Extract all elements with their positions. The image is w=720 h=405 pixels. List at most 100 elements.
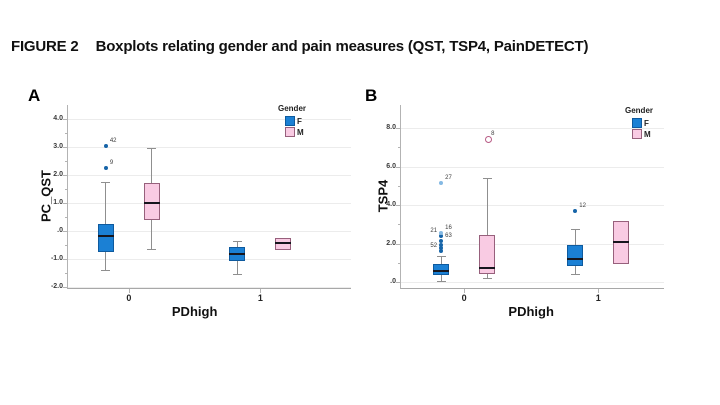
outlier-label: 8 [491, 130, 495, 137]
extreme-outlier-marker [439, 181, 444, 186]
legend-entry-male: M [285, 127, 306, 137]
lower-whisker-cap [147, 248, 157, 250]
y-tick-label: 2.0 [386, 239, 396, 247]
x-category-label: 1 [595, 293, 601, 303]
y-tick-mark [396, 282, 401, 284]
y-minor-tick-mark [65, 132, 68, 134]
upper-whisker [440, 256, 442, 264]
y-minor-tick-mark [65, 244, 68, 246]
boxplot-box-f-0 [97, 223, 114, 252]
panel-b-letter: B [365, 86, 378, 105]
outlier-label: 16 [445, 225, 452, 232]
gridline [68, 258, 351, 260]
median-line [143, 201, 160, 204]
y-tick-mark [63, 258, 68, 260]
legend-entry-female: F [632, 118, 653, 128]
upper-whisker-cap [570, 229, 580, 231]
lower-whisker-cap [570, 273, 580, 275]
panel-a: A PC_QST PDhigh 4.0 3.0 2.0 1.0.0 -1.0 -2.0 0 1… [28, 86, 363, 336]
lower-whisker [440, 275, 442, 282]
gridline [401, 166, 664, 168]
y-tick-label: 4.0 [386, 201, 396, 209]
panel-a-plot-area: PDhigh 4.0 3.0 2.0 1.0 .0 -1.0 -2.0 0 1 9 42 [51, 105, 351, 319]
upper-whisker [486, 178, 488, 235]
y-tick-label: 3.0 [53, 142, 63, 150]
panel-b-plot-area: PDhigh 8.0 6.0 4.0 2.0 .0 0 1 52 63 21 16 27 8 12 [386, 105, 664, 319]
y-minor-tick-mark [398, 185, 401, 187]
female-color-swatch [285, 116, 295, 126]
legend-entry-male: M [632, 129, 653, 139]
median-line [275, 242, 292, 245]
figure-number: FIGURE 2 [11, 38, 79, 55]
female-color-swatch [632, 118, 642, 128]
lower-whisker [574, 265, 576, 274]
lower-whisker-cap [482, 278, 492, 280]
x-category-label: 0 [126, 293, 132, 303]
legend-label-female: F [644, 118, 649, 128]
y-minor-tick-mark [65, 160, 68, 162]
gridline [68, 230, 351, 232]
y-tick-label: 4.0 [53, 114, 63, 122]
panel-a-legend: Gender F M [278, 104, 306, 138]
gridline [401, 243, 664, 245]
upper-whisker [236, 240, 238, 248]
outlier-label: 21 [430, 227, 438, 234]
outlier-label: 63 [445, 232, 452, 239]
legend-title: Gender [625, 106, 654, 115]
legend-label-female: F [297, 116, 302, 126]
male-color-swatch [632, 129, 642, 139]
gridline [68, 118, 351, 120]
outlier-dot [103, 143, 108, 148]
outlier-label: 42 [109, 137, 117, 144]
upper-whisker-cap [101, 181, 111, 183]
gridline [68, 202, 351, 204]
legend-label-male: M [644, 129, 651, 139]
open-circle-outlier [484, 136, 492, 144]
gridline [68, 146, 351, 148]
gridline [401, 128, 664, 130]
panel-a-x-axis-label: PDhigh [171, 304, 218, 319]
y-minor-tick-mark [65, 188, 68, 190]
lower-whisker-cap [101, 269, 111, 271]
extreme-outlier-marker [439, 231, 444, 236]
median-line [567, 258, 584, 261]
gridline [401, 205, 664, 207]
y-tick-mark [63, 146, 68, 148]
y-minor-tick-mark [398, 262, 401, 264]
y-tick-label: -1.0 [50, 254, 63, 262]
outlier-label: 52 [430, 243, 438, 250]
x-tick-mark [464, 289, 466, 293]
x-tick-mark [260, 289, 262, 293]
y-minor-tick-mark [398, 224, 401, 226]
lower-whisker [151, 219, 153, 249]
median-line [229, 253, 246, 256]
lower-whisker [105, 251, 107, 270]
outlier-dot [439, 238, 444, 243]
y-tick-mark [396, 205, 401, 207]
outlier-label: 12 [579, 202, 586, 209]
legend-title: Gender [278, 104, 307, 113]
y-tick-label: 8.0 [386, 124, 396, 132]
y-tick-mark [396, 128, 401, 130]
x-category-label: 1 [257, 293, 263, 303]
y-tick-mark [63, 202, 68, 204]
x-tick-mark [598, 289, 600, 293]
gridline [68, 174, 351, 176]
outlier-dot [439, 245, 444, 250]
median-line [97, 235, 114, 238]
upper-whisker-cap [482, 178, 492, 180]
outlier-dot [439, 233, 444, 238]
figure-title: FIGURE 2 Boxplots relating gender and pai… [11, 38, 589, 55]
upper-whisker-cap [232, 240, 242, 242]
panel-b-y-axis-label: TSP4 [375, 179, 391, 213]
y-tick-mark [396, 166, 401, 168]
outlier-dot [103, 165, 108, 170]
gridline [68, 286, 351, 288]
outlier-dot [439, 242, 444, 247]
median-line [613, 240, 630, 243]
outlier-dot [573, 208, 578, 213]
y-tick-label: 6.0 [386, 162, 396, 170]
y-minor-tick-mark [398, 147, 401, 149]
boxplot-box-f-1 [567, 244, 584, 266]
